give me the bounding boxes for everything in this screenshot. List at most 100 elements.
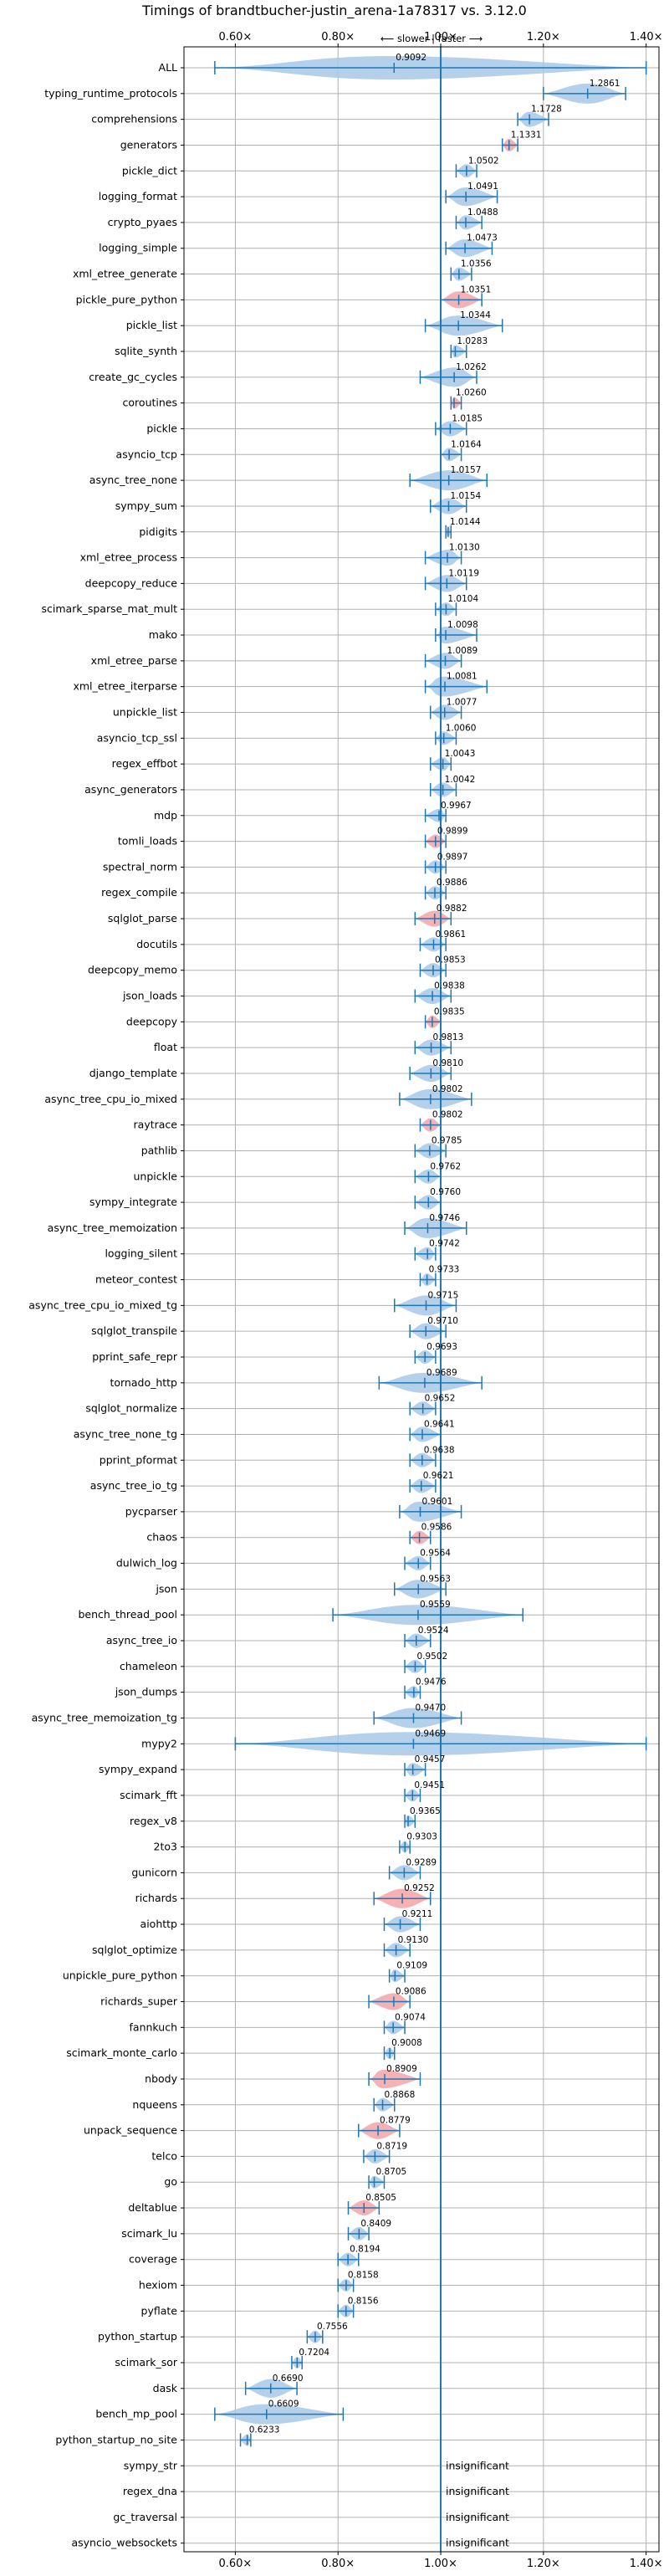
x-tick-label-top: 0.60× <box>218 31 252 44</box>
category-label: sqlglot_optimize <box>92 1944 177 1956</box>
category-label: spectral_norm <box>103 860 177 873</box>
category-label: raytrace <box>134 1119 178 1131</box>
category-label: asyncio_websockets <box>71 2537 177 2549</box>
value-label: 0.7204 <box>299 2348 329 2358</box>
value-label: 1.0185 <box>452 413 483 423</box>
category-label: pprint_safe_repr <box>92 1350 178 1363</box>
value-label: 0.8409 <box>360 2219 391 2229</box>
value-label: 0.9092 <box>396 53 426 63</box>
value-label: 1.0502 <box>468 156 499 166</box>
value-label: 0.9689 <box>426 1368 457 1378</box>
category-label: hexiom <box>139 2279 177 2292</box>
value-label: 0.9289 <box>406 1857 437 1867</box>
category-label: pidigits <box>139 525 177 538</box>
value-label: 1.0157 <box>451 465 482 475</box>
value-label: 0.9638 <box>424 1445 455 1455</box>
x-tick-label-bottom: 0.60× <box>218 2558 252 2570</box>
value-label: 0.8705 <box>376 2167 407 2177</box>
value-label: 0.9086 <box>396 1987 426 1997</box>
category-label: fannkuch <box>130 2020 177 2033</box>
category-label: xml_etree_parse <box>91 654 178 667</box>
value-label: 0.8868 <box>385 2090 416 2100</box>
category-label: xml_etree_process <box>80 551 177 564</box>
category-label: unpickle <box>133 1170 177 1182</box>
category-label: gunicorn <box>131 1866 177 1878</box>
value-label: 1.0356 <box>461 259 492 269</box>
category-label: scimark_lu <box>121 2227 177 2240</box>
value-label: 1.0119 <box>448 568 479 578</box>
category-label: pprint_pformat <box>100 1453 177 1466</box>
value-label: 0.9564 <box>420 1549 451 1559</box>
violins-layer <box>214 47 647 2552</box>
value-label: 0.9882 <box>437 904 467 914</box>
category-label: mdp <box>154 809 177 822</box>
category-label: scimark_sor <box>115 2356 177 2369</box>
value-label: 1.0344 <box>460 310 491 320</box>
value-label: 0.9810 <box>432 1058 463 1068</box>
x-tick-label-top: 1.20× <box>527 31 560 44</box>
value-label: 1.0077 <box>447 698 477 708</box>
value-label: 1.0262 <box>456 362 487 372</box>
category-label: scimark_fft <box>120 1789 177 1801</box>
value-label: 1.0491 <box>467 182 498 192</box>
value-label: 0.9601 <box>422 1497 453 1507</box>
category-label: 2to3 <box>154 1841 177 1853</box>
category-label: asyncio_tcp <box>116 448 178 460</box>
value-label: 1.0351 <box>461 284 492 294</box>
category-label: logging_format <box>99 190 177 202</box>
value-label: 0.9457 <box>415 1754 446 1764</box>
category-label: sqlglot_transpile <box>91 1324 177 1337</box>
category-label: richards <box>135 1892 177 1904</box>
value-label: 0.9559 <box>420 1600 451 1610</box>
category-label: pickle_dict <box>122 164 177 177</box>
value-label: 1.0144 <box>450 517 481 527</box>
category-label: asyncio_tcp_ssl <box>97 731 177 744</box>
insignificant-label: insignificant <box>446 2459 509 2471</box>
category-label: gc_traversal <box>113 2511 177 2523</box>
category-label: async_tree_cpu_io_mixed <box>44 1093 177 1105</box>
category-label: regex_effbot <box>112 757 177 770</box>
category-label: sqlite_synth <box>115 345 177 357</box>
category-label: scimark_sparse_mat_mult <box>42 602 178 615</box>
value-label: 0.9715 <box>428 1290 459 1300</box>
category-label: async_tree_none_tg <box>74 1427 177 1440</box>
value-label: 1.0042 <box>445 775 476 785</box>
value-label: 0.9074 <box>395 2012 426 2022</box>
category-label: pickle_pure_python <box>76 293 177 305</box>
value-label: 1.0060 <box>446 723 477 733</box>
value-label: 1.0130 <box>449 543 480 553</box>
value-label: 0.8158 <box>348 2271 379 2281</box>
value-label: 0.8779 <box>380 2116 411 2126</box>
category-label: aiohttp <box>140 1918 178 1930</box>
category-label: chameleon <box>120 1660 177 1672</box>
insignificant-label: insignificant <box>446 2511 509 2523</box>
category-label: async_tree_memoization <box>48 1221 177 1234</box>
category-label: docutils <box>136 938 177 950</box>
category-label: mako <box>149 628 177 641</box>
category-label: pyflate <box>141 2304 178 2317</box>
category-label: richards_super <box>100 1995 178 2008</box>
category-label: generators <box>120 138 177 151</box>
value-label: 0.9967 <box>441 801 472 811</box>
category-label: django_template <box>89 1067 178 1079</box>
category-label: sqlglot_parse <box>108 912 177 924</box>
x-tick-label-bottom: 1.40× <box>630 2558 663 2570</box>
value-label: 0.9693 <box>426 1342 457 1352</box>
x-tick-label-top: 0.80× <box>321 31 355 44</box>
value-label: 0.9008 <box>391 2038 422 2048</box>
category-label: sqlglot_normalize <box>85 1402 177 1415</box>
value-label: 0.9746 <box>429 1213 460 1223</box>
value-label: 0.9252 <box>404 1883 435 1893</box>
value-label: 0.9469 <box>415 1728 446 1739</box>
category-label: tomli_loads <box>118 835 177 848</box>
category-label: xml_etree_iterparse <box>73 680 177 693</box>
category-label: chaos <box>146 1531 177 1544</box>
value-label: 0.9476 <box>416 1677 447 1687</box>
category-label: async_tree_cpu_io_mixed_tg <box>28 1298 177 1311</box>
value-label: 0.7556 <box>317 2322 348 2332</box>
value-label: 1.0104 <box>447 594 478 604</box>
chart-subtitle: ⟵ slower | faster ⟶ <box>380 33 483 44</box>
category-label: crypto_pyaes <box>108 216 177 228</box>
category-label: regex_compile <box>101 886 177 899</box>
